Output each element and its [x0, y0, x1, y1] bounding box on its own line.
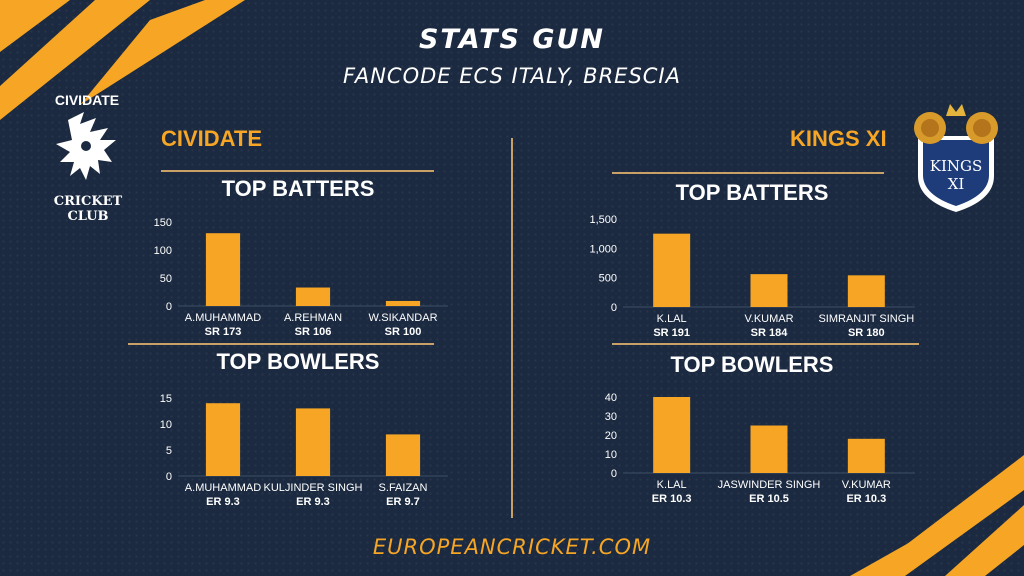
chart-kings-batters: 0 500 1,000 1,500 K.LAL SR 191 V.KUMAR SR 184 SI…: [589, 214, 915, 339]
y-tick-label: 30: [605, 411, 617, 423]
stat-label: SR 184: [751, 327, 789, 339]
center-divider: [511, 138, 513, 518]
y-tick-label: 0: [611, 468, 617, 480]
bar: [847, 438, 885, 473]
chart-cividate-batters: 0 50 100 150 A.MUHAMMAD SR 173 A.REHMAN SR 106 W…: [154, 217, 448, 338]
y-tick-label: 15: [160, 393, 172, 405]
divider-right-top: [612, 172, 884, 174]
category-label: V.KUMAR: [842, 479, 891, 491]
stat-label: ER 10.3: [846, 493, 886, 505]
chart-kings-bowlers: 0 10 20 30 40 K.LAL ER 10.3 JASWINDER SINGH ER 1…: [605, 392, 915, 505]
category-label: A.REHMAN: [284, 312, 342, 324]
category-label: JASWINDER SINGH: [718, 479, 821, 491]
y-tick-label: 10: [160, 419, 172, 431]
stat-label: SR 106: [295, 326, 332, 338]
bar: [750, 274, 788, 307]
stat-label: ER 10.3: [652, 493, 692, 505]
stat-label: SR 100: [385, 326, 422, 338]
category-label: S.FAIZAN: [379, 482, 428, 494]
stat-label: SR 180: [848, 327, 885, 339]
section-title-left-batters: TOP BATTERS: [221, 176, 375, 201]
y-tick-label: 1,500: [589, 214, 617, 226]
bar: [205, 233, 241, 306]
category-label: KULJINDER SINGH: [263, 482, 362, 494]
category-label: A.MUHAMMAD: [185, 482, 261, 494]
bar: [295, 287, 331, 306]
bar: [295, 408, 331, 476]
divider-left-middle: [128, 343, 434, 345]
page-title: STATS GUN: [418, 24, 606, 55]
page-subtitle: FANCODE ECS ITALY, BRESCIA: [343, 64, 681, 88]
footer-website: EUROPEANCRICKET.COM: [372, 535, 652, 559]
section-title-right-batters: TOP BATTERS: [675, 180, 829, 205]
y-tick-label: 20: [605, 430, 617, 442]
dragon-icon: [56, 112, 116, 180]
section-title-left-bowlers: TOP BOWLERS: [216, 349, 380, 374]
divider-right-middle: [612, 343, 919, 345]
y-tick-label: 150: [154, 217, 172, 229]
y-tick-label: 0: [611, 302, 617, 314]
stat-label: ER 10.5: [749, 493, 789, 505]
bar: [205, 403, 241, 476]
y-tick-label: 5: [166, 445, 172, 457]
category-label: W.SIKANDAR: [368, 312, 437, 324]
stat-label: SR 173: [205, 326, 242, 338]
team-name-left: CIVIDATE: [161, 126, 263, 151]
category-label: K.LAL: [657, 313, 687, 325]
stat-label: ER 9.7: [386, 496, 420, 508]
category-label: SIMRANJIT SINGH: [818, 313, 914, 325]
bar: [385, 434, 421, 476]
y-tick-label: 10: [605, 449, 617, 461]
divider-left-top: [161, 170, 434, 172]
category-label: A.MUHAMMAD: [185, 312, 261, 324]
bar: [847, 275, 885, 307]
stat-label: ER 9.3: [296, 496, 330, 508]
category-label: K.LAL: [657, 479, 687, 491]
y-tick-label: 1,000: [589, 243, 617, 255]
y-tick-label: 0: [166, 301, 172, 313]
stat-label: SR 191: [653, 327, 690, 339]
y-tick-label: 0: [166, 471, 172, 483]
logo-line2: XI: [947, 175, 965, 193]
y-tick-label: 50: [160, 273, 172, 285]
shield-icon: [914, 104, 998, 212]
y-tick-label: 40: [605, 392, 617, 404]
bar: [750, 425, 788, 473]
category-label: V.KUMAR: [744, 313, 793, 325]
y-tick-label: 500: [599, 273, 617, 285]
bar: [653, 397, 691, 473]
y-tick-label: 100: [154, 245, 172, 257]
bar: [653, 233, 691, 307]
logo-line1: KINGS: [929, 157, 983, 175]
logo-top-text: CIVIDATE: [54, 92, 120, 108]
logo-bottom-text: CRICKET CLUB: [53, 194, 123, 224]
chart-cividate-bowlers: 0 5 10 15 A.MUHAMMAD ER 9.3 KULJINDER SINGH ER …: [160, 393, 448, 508]
section-title-right-bowlers: TOP BOWLERS: [670, 352, 834, 377]
team-name-right: KINGS XI: [790, 126, 887, 151]
stat-label: ER 9.3: [206, 496, 240, 508]
bar: [385, 300, 421, 306]
